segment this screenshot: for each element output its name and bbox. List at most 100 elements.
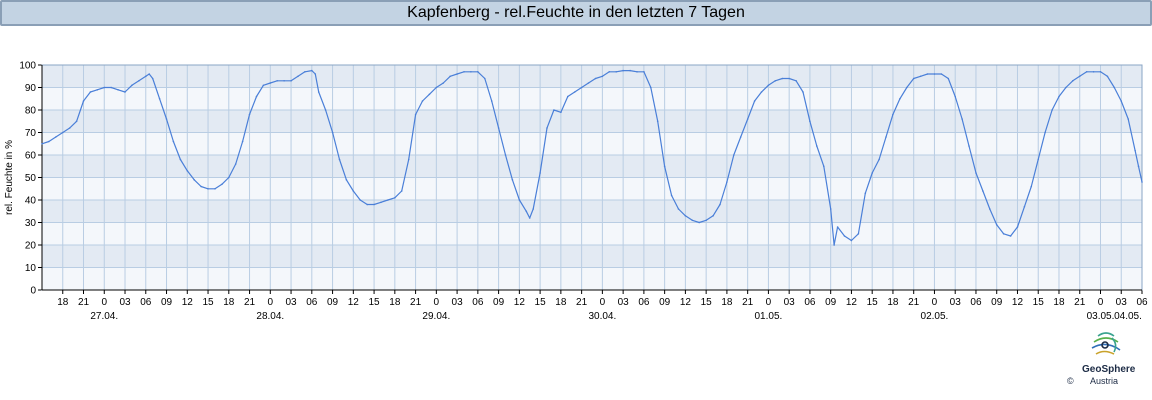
y-tick-label: 50 <box>25 173 37 184</box>
data-point <box>207 188 209 190</box>
data-point <box>788 77 790 80</box>
data-point <box>1058 95 1060 98</box>
data-point <box>55 136 57 138</box>
data-point <box>1078 75 1081 78</box>
data-point <box>151 77 154 80</box>
plot-band <box>42 177 1142 200</box>
x-tick-label: 03 <box>784 297 796 308</box>
logo-name: GeoSphere <box>1082 364 1136 375</box>
data-point <box>629 69 631 72</box>
data-point <box>193 179 195 181</box>
chart-title: Kapfenberg - rel.Feuchte in den letzten … <box>0 0 1152 26</box>
x-tick-label: 06 <box>1136 297 1148 308</box>
data-point <box>421 100 424 102</box>
x-tick-label: 03 <box>452 297 464 308</box>
data-point <box>186 170 189 172</box>
data-point <box>214 188 216 190</box>
x-tick-label: 12 <box>680 297 692 308</box>
x-date-label: 02.05. <box>921 311 949 322</box>
data-point <box>829 208 832 210</box>
data-point <box>864 192 867 195</box>
plot-band <box>42 87 1142 110</box>
data-point <box>179 158 182 161</box>
x-tick-label: 0 <box>268 297 274 308</box>
data-point <box>1141 181 1143 183</box>
y-tick-label: 0 <box>30 286 36 297</box>
data-point <box>885 136 887 138</box>
data-point <box>947 77 950 80</box>
x-tick-label: 15 <box>202 297 214 308</box>
data-point <box>1002 233 1005 235</box>
y-axis-label: rel. Feuchte in % <box>4 140 15 215</box>
data-point <box>1113 86 1116 89</box>
data-point <box>504 154 507 156</box>
data-point <box>663 165 666 168</box>
x-tick-label: 15 <box>535 297 547 308</box>
data-point <box>314 73 317 75</box>
data-point <box>601 75 604 78</box>
x-tick-label: 06 <box>140 297 152 308</box>
data-point <box>795 80 797 82</box>
data-point <box>871 172 873 174</box>
data-point <box>387 199 389 201</box>
x-date-label: 01.05. <box>755 311 783 322</box>
copyright-symbol: © <box>1067 376 1074 386</box>
x-tick-label: 18 <box>887 297 899 308</box>
x-tick-label: 03 <box>285 297 297 308</box>
plot-band <box>42 267 1142 290</box>
data-point <box>899 98 901 100</box>
x-tick-label: 12 <box>514 297 526 308</box>
data-point <box>940 73 943 75</box>
data-point <box>1072 80 1074 82</box>
data-point <box>359 199 362 201</box>
data-point <box>528 217 531 219</box>
data-point <box>833 244 835 246</box>
x-tick-label: 06 <box>804 297 816 308</box>
data-point <box>428 93 431 96</box>
data-point <box>497 127 500 129</box>
x-tick-label: 21 <box>742 297 754 308</box>
data-point <box>615 71 617 73</box>
data-point <box>746 118 749 120</box>
x-tick-label: 18 <box>389 297 401 308</box>
chart-series <box>41 69 1143 246</box>
data-point <box>1106 75 1109 78</box>
data-point <box>75 120 78 123</box>
data-point <box>1134 149 1136 152</box>
data-point <box>774 80 777 82</box>
x-tick-label: 06 <box>472 297 484 308</box>
x-tick-label: 09 <box>825 297 837 308</box>
data-point <box>172 140 175 143</box>
data-point <box>982 190 984 192</box>
data-point <box>470 71 472 73</box>
y-tick-label: 70 <box>25 128 37 139</box>
x-tick-label: 21 <box>78 297 90 308</box>
data-point <box>366 203 369 206</box>
x-tick-label: 12 <box>348 297 360 308</box>
data-point <box>511 179 514 181</box>
plot-band <box>42 132 1142 155</box>
x-tick-label: 03 <box>618 297 630 308</box>
x-tick-label: 09 <box>991 297 1003 308</box>
data-point <box>48 140 50 143</box>
geosphere-logo-icon <box>1091 332 1121 355</box>
data-point <box>968 145 970 147</box>
data-point <box>158 98 161 100</box>
x-tick-label: 0 <box>1098 297 1104 308</box>
data-point <box>705 219 707 222</box>
data-point <box>324 109 327 111</box>
plot-band <box>42 110 1142 133</box>
x-tick-label: 0 <box>101 297 107 308</box>
x-tick-label: 0 <box>766 297 772 308</box>
data-point <box>269 82 272 84</box>
data-point <box>906 86 908 89</box>
x-tick-label: 15 <box>1033 297 1045 308</box>
data-point <box>995 224 998 226</box>
data-point <box>580 86 583 89</box>
x-tick-label: 0 <box>932 297 938 308</box>
data-point <box>124 91 126 93</box>
data-point <box>753 100 756 102</box>
plot-band <box>42 222 1142 245</box>
data-point <box>456 73 458 75</box>
chart-bands <box>42 65 1142 290</box>
